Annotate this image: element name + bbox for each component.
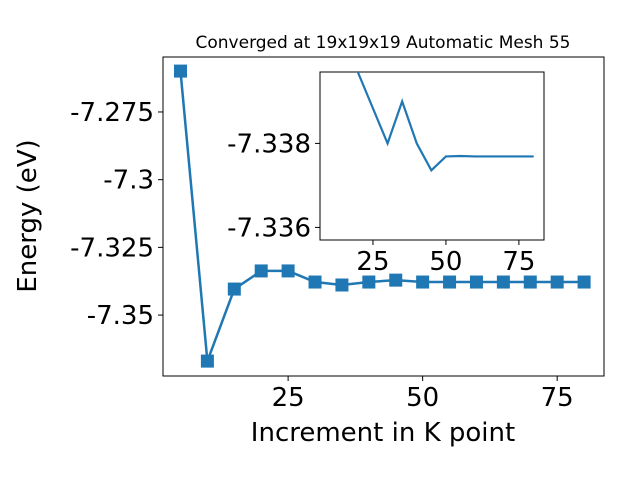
data-point [496,275,510,289]
y-axis-label: Energy (eV) [13,139,43,292]
data-point [362,275,376,289]
data-point [445,155,447,157]
chart-title: Converged at 19x19x19 Automatic Mesh 55 [196,33,571,53]
data-point [308,275,322,289]
y-tick-label: -7.3 [103,166,154,196]
data-point [550,275,564,289]
y-tick-label: -7.35 [87,301,154,331]
plot-clip [356,72,534,173]
x-tick-label: 50 [406,383,439,413]
data-point [489,155,491,157]
y-tick-label: -7.338 [227,129,311,159]
y-tick-label: -7.325 [70,233,154,263]
data-point [518,155,520,157]
data-point [281,264,295,278]
y-tick-label: -7.275 [70,98,154,128]
data-point [254,264,268,278]
data-point [532,155,534,157]
data-point [335,278,349,292]
y-tick-label: -7.336 [227,213,311,243]
data-point [416,142,418,144]
x-axis-label: Increment in K point [251,418,515,448]
data-point [523,275,537,289]
data-point [389,273,403,287]
x-tick-label: 50 [429,247,462,277]
x-tick-label: 25 [272,383,305,413]
data-point [474,155,476,157]
data-line [179,70,585,362]
data-point [443,275,457,289]
x-tick-label: 25 [356,247,389,277]
data-point [430,169,432,171]
data-point [401,100,403,102]
x-tick-label: 75 [502,247,535,277]
plot-clip [173,64,591,368]
data-point [416,275,430,289]
data-point [200,354,214,368]
data-point [460,155,462,157]
x-tick-label: 75 [541,383,574,413]
data-point [387,142,389,144]
data-line [356,72,534,173]
data-point [227,282,241,296]
data-point [503,155,505,157]
data-point [469,275,483,289]
data-point [577,275,591,289]
data-point [173,64,187,78]
